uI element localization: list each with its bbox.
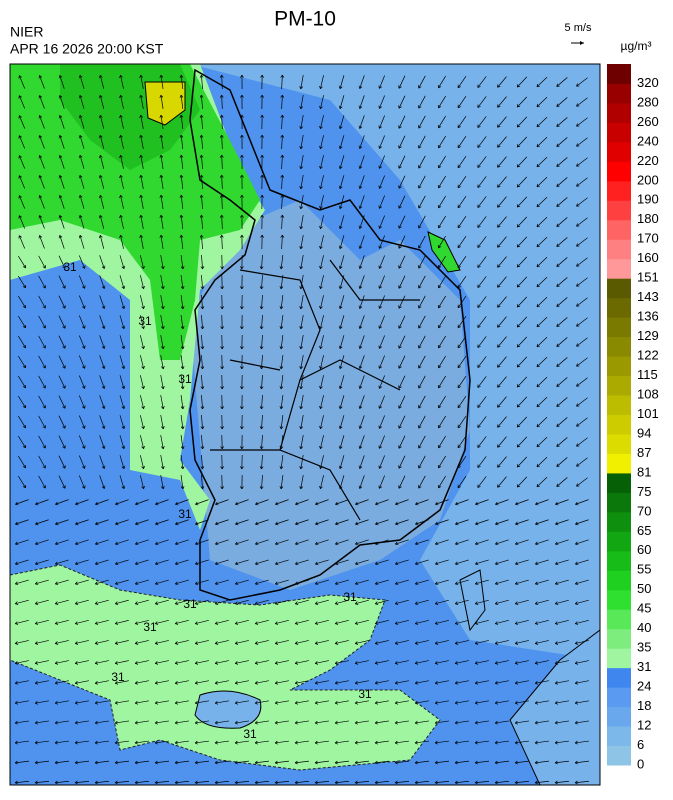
colorbar-box	[607, 629, 631, 649]
colorbar-box	[607, 64, 631, 84]
colorbar-box	[607, 492, 631, 512]
colorbar-label: 180	[637, 211, 659, 226]
colorbar-box	[607, 395, 631, 415]
colorbar-box	[607, 142, 631, 162]
colorbar-label: 200	[637, 172, 659, 187]
colorbar-label: 170	[637, 231, 659, 246]
colorbar-box	[607, 726, 631, 746]
colorbar-box	[607, 239, 631, 259]
colorbar-label: 12	[637, 717, 651, 732]
colorbar-box	[607, 83, 631, 103]
colorbar-box	[607, 473, 631, 493]
colorbar-label: 60	[637, 542, 651, 557]
contour-label: 31	[111, 670, 125, 684]
colorbar-box	[607, 356, 631, 376]
colorbar-label: 50	[637, 581, 651, 596]
colorbar-box	[607, 181, 631, 201]
colorbar-box	[607, 337, 631, 357]
unit: µg/m³	[621, 39, 652, 53]
colorbar-label: 108	[637, 386, 659, 401]
colorbar-label: 260	[637, 114, 659, 129]
colorbar-label: 35	[637, 640, 651, 655]
contour-label: 31	[143, 620, 157, 634]
colorbar-box	[607, 161, 631, 181]
colorbar-box	[607, 200, 631, 220]
contour-label: 31	[243, 727, 257, 741]
colorbar-box	[607, 590, 631, 610]
colorbar-label: 65	[637, 523, 651, 538]
colorbar-box	[607, 278, 631, 298]
colorbar-label: 320	[637, 75, 659, 90]
colorbar-label: 115	[637, 367, 658, 382]
colorbar-label: 129	[637, 328, 659, 343]
colorbar-label: 136	[637, 309, 659, 324]
colorbar-label: 101	[637, 406, 659, 421]
contour-label: 31	[178, 507, 192, 521]
colorbar-box	[607, 570, 631, 590]
colorbar-box	[607, 317, 631, 337]
colorbar-box	[607, 648, 631, 668]
colorbar-label: 87	[637, 445, 651, 460]
colorbar-box	[607, 531, 631, 551]
colorbar-label: 122	[637, 348, 659, 363]
contour-label: 31	[358, 687, 372, 701]
colorbar-box	[607, 220, 631, 240]
colorbar-label: 81	[637, 464, 651, 479]
colorbar-box	[607, 259, 631, 279]
colorbar-box	[607, 453, 631, 473]
agency: NIER	[10, 24, 43, 40]
colorbar-box	[607, 376, 631, 396]
colorbar: 0 6 12 18 24 31 35 40 45 50 55 60 65 70 75 81 87 94 101 108…	[607, 64, 659, 771]
colorbar-label: 160	[637, 250, 659, 265]
colorbar-label: 6	[637, 737, 644, 752]
contour-label: 31	[138, 314, 152, 328]
colorbar-box	[607, 415, 631, 435]
colorbar-label: 0	[637, 756, 644, 771]
contour-label: 31	[183, 597, 197, 611]
colorbar-box	[607, 551, 631, 571]
contour-label: 31	[178, 372, 192, 386]
jeju-island	[195, 691, 261, 728]
colorbar-label: 55	[637, 562, 651, 577]
contour-label: 31	[343, 590, 357, 604]
colorbar-label: 31	[637, 659, 651, 674]
colorbar-label: 143	[637, 289, 659, 304]
colorbar-label: 220	[637, 153, 659, 168]
colorbar-label: 18	[637, 698, 651, 713]
colorbar-label: 190	[637, 192, 659, 207]
colorbar-label: 280	[637, 94, 659, 109]
colorbar-box	[607, 434, 631, 454]
colorbar-label: 70	[637, 503, 651, 518]
colorbar-box	[607, 707, 631, 727]
colorbar-label: 151	[637, 270, 659, 285]
colorbar-box	[607, 687, 631, 707]
colorbar-box	[607, 103, 631, 123]
colorbar-label: 94	[637, 425, 651, 440]
colorbar-label: 75	[637, 484, 651, 499]
colorbar-box	[607, 746, 631, 766]
colorbar-box	[607, 609, 631, 629]
wind-scale-arrowhead	[580, 41, 584, 45]
colorbar-label: 45	[637, 601, 651, 616]
colorbar-box	[607, 298, 631, 318]
colorbar-box	[607, 122, 631, 142]
colorbar-box	[607, 668, 631, 688]
colorbar-label: 24	[637, 679, 651, 694]
wind-scale: 5 m/s	[565, 22, 592, 34]
colorbar-label: 240	[637, 133, 659, 148]
map: 31 31 31 31 31 31 31 31 31 31	[10, 64, 600, 785]
title: PM-10	[274, 8, 336, 31]
colorbar-box	[607, 512, 631, 532]
contour-label: 31	[63, 260, 77, 274]
datetime: APR 16 2026 20:00 KST	[10, 41, 164, 57]
colorbar-label: 40	[637, 620, 651, 635]
